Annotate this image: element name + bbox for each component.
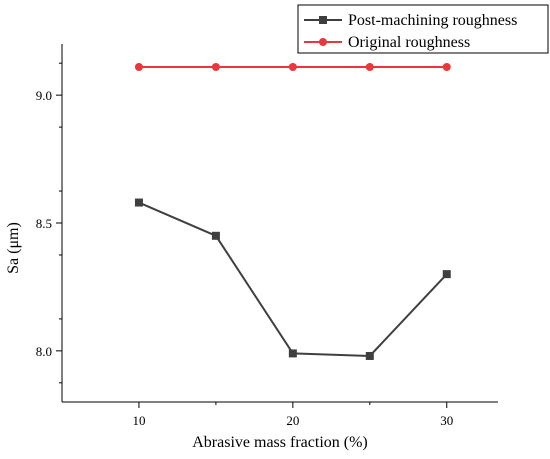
ticks: 10 20 30 8.0 8.5 9.0 [36,62,453,428]
y-tick-label: 8.5 [36,216,52,231]
data-point [288,349,297,358]
x-axis-title: Abrasive mass fraction (%) [192,434,368,451]
x-tick-label: 20 [286,413,299,428]
x-tick-label: 10 [132,413,145,428]
data-point [134,63,143,72]
y-tick-label: 9.0 [36,88,52,103]
data-point [365,63,374,72]
data-point [442,63,451,72]
data-point [442,270,451,279]
series-1 [134,63,451,72]
data-point [365,351,374,360]
data-point [211,63,220,72]
axes [61,44,498,403]
legend-box [297,4,549,54]
data-point [134,198,143,207]
y-axis-title: Sa (μm) [5,222,22,274]
series-line [138,201,448,357]
x-tick-label: 30 [440,413,453,428]
y-tick-label: 8.0 [36,344,52,359]
legend-entry: Original roughness [304,34,470,51]
data-point [288,63,297,72]
legend-label: Post-machining roughness [348,12,517,29]
data-point [211,231,220,240]
legend-marker [319,16,327,24]
series-layer [134,63,451,360]
legend: Post-machining roughness Original roughne… [297,4,549,54]
legend-entry: Post-machining roughness [304,12,517,29]
series-0 [134,198,451,360]
legend-label: Original roughness [348,34,470,51]
legend-entries: Post-machining roughness Original roughne… [304,12,517,51]
legend-marker [319,38,327,46]
